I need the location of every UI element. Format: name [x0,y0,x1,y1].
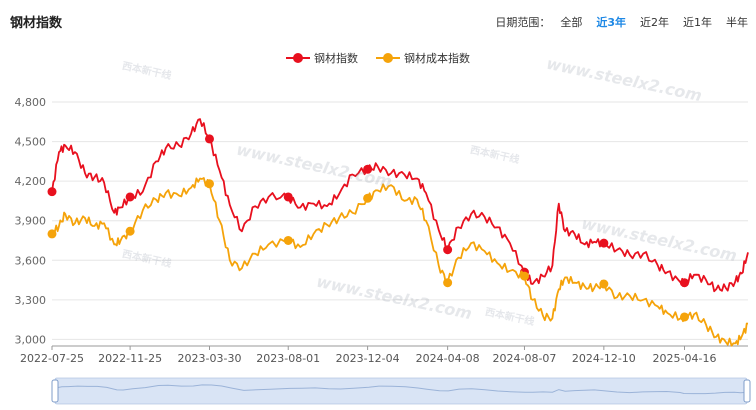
x-tick-label: 2022-11-25 [98,352,162,365]
y-tick-label: 3,000 [15,333,47,346]
marker-cost-index [363,193,373,203]
legend-symbol-steel-index [286,53,310,63]
marker-steel-index [125,192,135,202]
y-tick-label: 4,500 [15,136,47,149]
marker-cost-index [679,312,689,322]
x-tick-label: 2024-08-07 [492,352,556,365]
y-tick-label: 3,600 [15,254,47,267]
marker-cost-index [599,279,609,289]
range-option-all[interactable]: 全部 [560,16,583,29]
legend-symbol-cost-index [376,53,400,63]
date-range-label: 日期范围： [495,16,551,29]
marker-cost-index [204,179,214,189]
marker-steel-index [204,134,214,144]
marker-steel-index [283,192,293,202]
marker-steel-index [679,278,689,288]
x-tick-label: 2025-04-16 [653,352,717,365]
marker-cost-index [47,229,57,239]
y-tick-label: 4,200 [15,175,47,188]
y-tick-label: 4,800 [15,96,47,109]
x-tick-label: 2024-04-08 [416,352,480,365]
marker-steel-index [363,164,373,174]
marker-steel-index [599,238,609,248]
range-option-1y[interactable]: 近1年 [683,16,712,29]
range-option-2y[interactable]: 近2年 [640,16,669,29]
legend-label-steel-index: 钢材指数 [314,52,358,65]
range-option-half-year[interactable]: 半年 [726,16,748,29]
series-line-cost-index [51,177,749,347]
page-title: 钢材指数 [10,16,63,31]
y-tick-label: 3,300 [15,294,47,307]
date-range-selector: 日期范围： 全部 近3年 近2年 近1年 半年 [495,14,748,30]
legend-item-cost-index[interactable]: 钢材成本指数 [376,50,470,66]
zoom-slider-preview [54,384,748,395]
data-zoom-slider [51,377,751,405]
series-line-steel-index [51,118,749,293]
marker-steel-index [443,245,453,255]
y-tick-label: 3,900 [15,215,47,228]
x-tick-label: 2023-12-04 [336,352,400,365]
marker-cost-index [125,226,135,236]
chart-legend: 钢材指数 钢材成本指数 [0,50,756,66]
x-tick-label: 2023-03-30 [178,352,242,365]
zoom-slider-handle-left[interactable] [51,379,59,403]
x-axis: 2022-07-25 2022-11-25 2023-03-30 2023-08-01… [20,345,748,365]
marker-steel-index [47,187,57,197]
marker-cost-index [283,235,293,245]
x-tick-label: 2024-12-10 [572,352,636,365]
range-option-3y[interactable]: 近3年 [596,16,626,29]
marker-cost-index [443,278,453,288]
legend-label-cost-index: 钢材成本指数 [404,52,470,65]
x-tick-label: 2023-08-01 [256,352,320,365]
legend-item-steel-index[interactable]: 钢材指数 [286,50,358,66]
zoom-slider-window [55,378,747,404]
grid-lines [52,101,748,340]
marker-cost-index [519,271,529,281]
zoom-slider-handle-right[interactable] [743,379,751,403]
x-tick-label: 2022-07-25 [20,352,84,365]
y-axis-labels: 3,000 3,300 3,600 3,900 4,200 4,500 4,800 [15,96,47,346]
series-layer [47,118,749,347]
